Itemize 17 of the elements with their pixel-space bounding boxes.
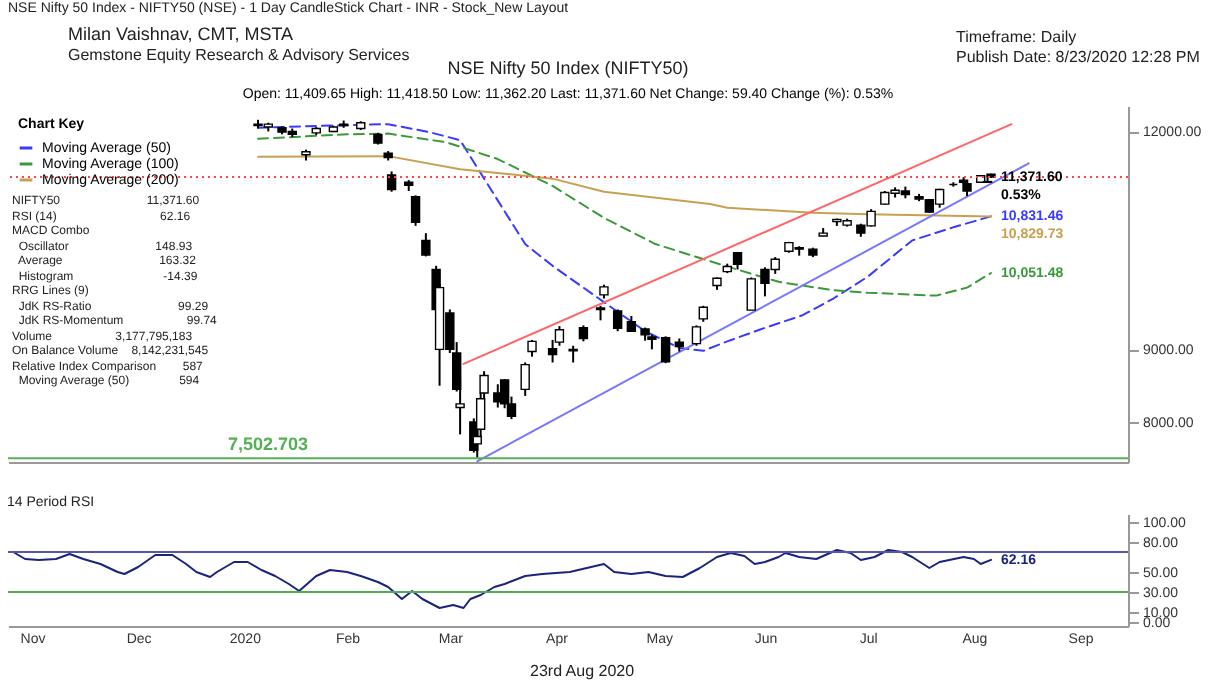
- line-series: [13, 549, 992, 609]
- candlestick: [386, 170, 397, 193]
- text: Timeframe: Daily: [956, 28, 1077, 46]
- text: 23rd Aug 2020: [530, 662, 635, 680]
- chart-title: NSE Nifty 50 Index (NIFTY50): [447, 58, 689, 78]
- text: Publish Date: 8/23/2020 12:28 PM: [956, 48, 1200, 66]
- text: Gemstone Equity Research & Advisory Services: [68, 46, 410, 64]
- candlestick: [660, 335, 671, 365]
- ref-line-label: 7,502.703: [227, 434, 308, 455]
- line-series: [257, 132, 992, 297]
- candlestick: [410, 194, 421, 227]
- candlestick: [612, 308, 623, 333]
- candlestick: [746, 276, 756, 312]
- candlestick: [691, 324, 702, 347]
- candlestick: [520, 361, 530, 397]
- line-series: [257, 155, 992, 218]
- text: Milan Vaishnav, CMT, MSTA: [68, 24, 294, 44]
